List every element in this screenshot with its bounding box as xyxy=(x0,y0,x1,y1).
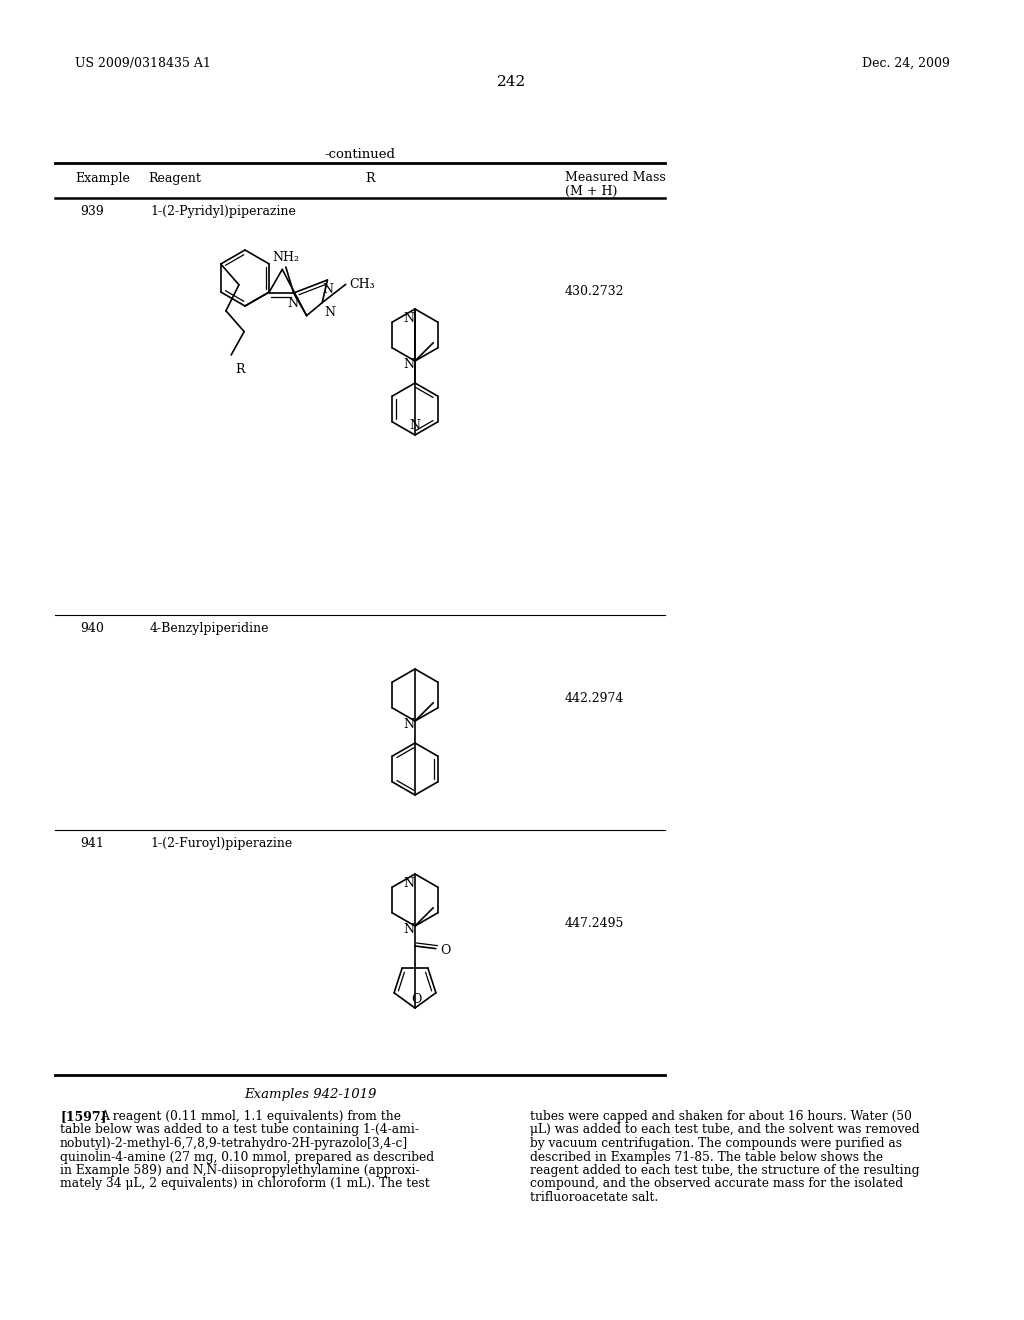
Text: O: O xyxy=(439,944,451,957)
Text: N: N xyxy=(403,312,414,325)
Text: N: N xyxy=(403,876,414,890)
Text: described in Examples 71-85. The table below shows the: described in Examples 71-85. The table b… xyxy=(530,1151,883,1163)
Text: US 2009/0318435 A1: US 2009/0318435 A1 xyxy=(75,57,211,70)
Text: A reagent (0.11 mmol, 1.1 equivalents) from the: A reagent (0.11 mmol, 1.1 equivalents) f… xyxy=(100,1110,401,1123)
Text: 447.2495: 447.2495 xyxy=(565,917,625,931)
Text: 1-(2-Pyridyl)piperazine: 1-(2-Pyridyl)piperazine xyxy=(150,205,296,218)
Text: table below was added to a test tube containing 1-(4-ami-: table below was added to a test tube con… xyxy=(60,1123,419,1137)
Text: N: N xyxy=(287,297,298,310)
Text: N: N xyxy=(403,718,414,731)
Text: N: N xyxy=(403,358,414,371)
Text: Reagent: Reagent xyxy=(148,172,202,185)
Text: 939: 939 xyxy=(80,205,103,218)
Text: by vacuum centrifugation. The compounds were purified as: by vacuum centrifugation. The compounds … xyxy=(530,1137,902,1150)
Text: N: N xyxy=(325,306,335,318)
Text: compound, and the observed accurate mass for the isolated: compound, and the observed accurate mass… xyxy=(530,1177,903,1191)
Text: -continued: -continued xyxy=(325,148,395,161)
Text: N: N xyxy=(410,418,421,432)
Text: Examples 942-1019: Examples 942-1019 xyxy=(244,1088,376,1101)
Text: quinolin-4-amine (27 mg, 0.10 mmol, prepared as described: quinolin-4-amine (27 mg, 0.10 mmol, prep… xyxy=(60,1151,434,1163)
Text: nobutyl)-2-methyl-6,7,8,9-tetrahydro-2H-pyrazolo[3,4-c]: nobutyl)-2-methyl-6,7,8,9-tetrahydro-2H-… xyxy=(60,1137,409,1150)
Text: reagent added to each test tube, the structure of the resulting: reagent added to each test tube, the str… xyxy=(530,1164,920,1177)
Text: [1597]: [1597] xyxy=(60,1110,106,1123)
Text: R: R xyxy=(366,172,375,185)
Text: Dec. 24, 2009: Dec. 24, 2009 xyxy=(862,57,950,70)
Text: in Example 589) and N,N-diisopropylethylamine (approxi-: in Example 589) and N,N-diisopropylethyl… xyxy=(60,1164,420,1177)
Text: CH₃: CH₃ xyxy=(349,279,375,290)
Text: tubes were capped and shaken for about 16 hours. Water (50: tubes were capped and shaken for about 1… xyxy=(530,1110,912,1123)
Text: Example: Example xyxy=(75,172,130,185)
Text: N: N xyxy=(403,923,414,936)
Text: (M + H): (M + H) xyxy=(565,185,617,198)
Text: N: N xyxy=(322,282,333,296)
Text: 941: 941 xyxy=(80,837,103,850)
Text: 4-Benzylpiperidine: 4-Benzylpiperidine xyxy=(150,622,269,635)
Text: trifluoroacetate salt.: trifluoroacetate salt. xyxy=(530,1191,658,1204)
Text: 1-(2-Furoyl)piperazine: 1-(2-Furoyl)piperazine xyxy=(150,837,292,850)
Text: mately 34 μL, 2 equivalents) in chloroform (1 mL). The test: mately 34 μL, 2 equivalents) in chlorofo… xyxy=(60,1177,430,1191)
Text: 442.2974: 442.2974 xyxy=(565,692,625,705)
Text: Measured Mass: Measured Mass xyxy=(565,172,666,183)
Text: 940: 940 xyxy=(80,622,103,635)
Text: R: R xyxy=(236,363,245,376)
Text: 242: 242 xyxy=(498,75,526,88)
Text: μL) was added to each test tube, and the solvent was removed: μL) was added to each test tube, and the… xyxy=(530,1123,920,1137)
Text: 430.2732: 430.2732 xyxy=(565,285,625,298)
Text: O: O xyxy=(411,993,421,1006)
Text: NH₂: NH₂ xyxy=(272,251,299,264)
